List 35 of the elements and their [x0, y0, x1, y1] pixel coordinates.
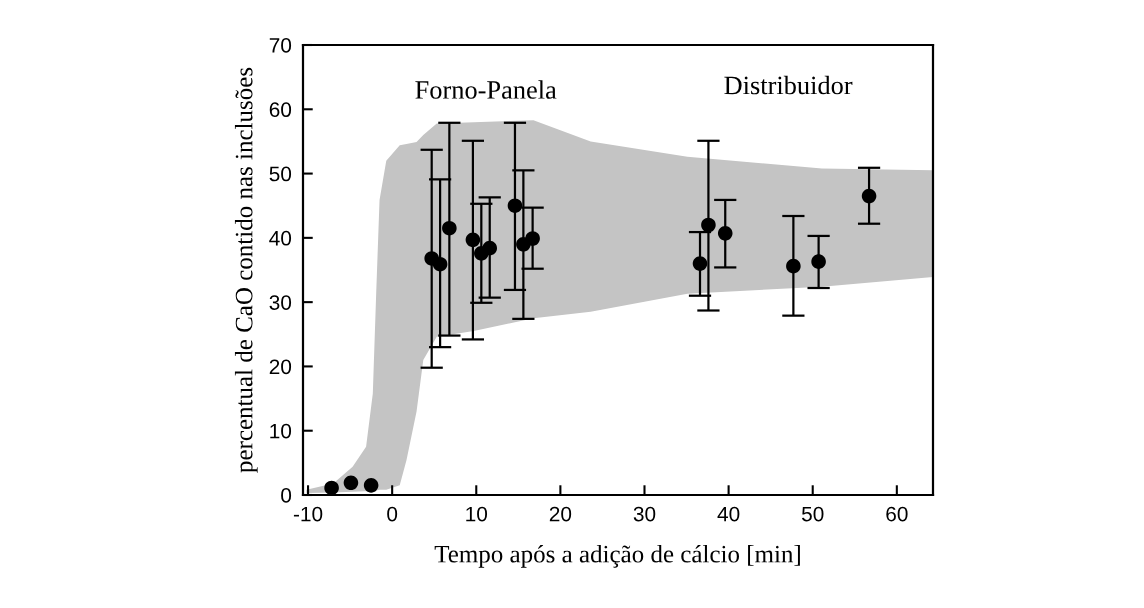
x-tick-label: 60	[886, 506, 908, 522]
y-tick-label: 30	[269, 295, 292, 310]
point	[717, 226, 733, 241]
point	[482, 240, 498, 256]
point	[692, 256, 708, 271]
point	[343, 475, 359, 491]
annotation: Forno-Panela	[415, 80, 557, 99]
y-tick-label: 0	[281, 488, 292, 503]
y-tick-label: 70	[269, 38, 292, 53]
x-tick-label: 10	[466, 506, 488, 522]
x-tick-label: 40	[717, 506, 740, 522]
point	[442, 220, 457, 236]
x-axis-title: Tempo após a adição de cálcio [min]	[434, 544, 800, 568]
annotation: Distribuidor	[724, 75, 853, 95]
point	[786, 258, 801, 274]
x-tick-label: 50	[801, 506, 824, 522]
x-tick-label: 20	[549, 506, 572, 522]
point	[324, 480, 339, 495]
y-tick-label: 50	[269, 166, 292, 182]
point	[432, 256, 448, 272]
point	[363, 478, 379, 493]
point	[861, 188, 877, 204]
x-tick-label: -10	[293, 506, 323, 522]
point	[525, 231, 540, 246]
x-tick-label: 0	[387, 506, 398, 522]
x-tick-label: 30	[633, 506, 656, 522]
point	[811, 254, 826, 269]
point	[465, 232, 481, 248]
point	[701, 217, 716, 233]
point	[507, 198, 523, 213]
y-tick-label: 40	[269, 230, 292, 246]
y-tick-label: 20	[269, 359, 292, 375]
y-tick-label: 10	[270, 423, 292, 439]
y-axis-title: percentual de CaO contido nas inclusões	[234, 67, 258, 473]
y-tick-label: 60	[269, 102, 292, 118]
